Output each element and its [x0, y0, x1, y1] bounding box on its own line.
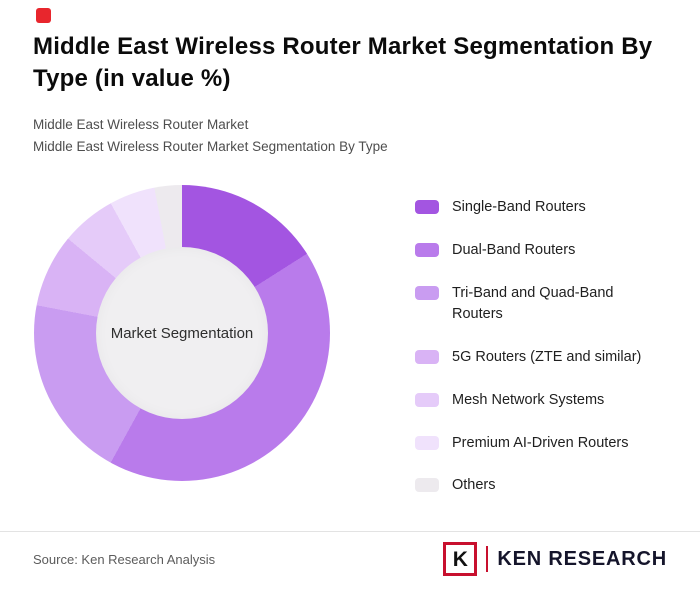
legend-label: Tri-Band and Quad-Band Routers — [452, 284, 614, 323]
logo-divider — [486, 546, 489, 572]
footer: Source: Ken Research Analysis K KEN RESE… — [33, 537, 667, 581]
legend-item: Tri-Band and Quad-Band Routers — [415, 283, 671, 327]
legend-item: Dual-Band Routers — [415, 240, 671, 262]
legend-swatch — [415, 478, 439, 493]
ken-research-logo: K KEN RESEARCH — [443, 542, 667, 576]
page-title: Middle East Wireless Router Market Segme… — [33, 33, 653, 92]
legend-swatch — [415, 285, 439, 300]
legend-swatch — [415, 242, 439, 257]
ken-research-logo-mark-icon: K — [443, 542, 478, 576]
legend-label: 5G Routers (ZTE and similar) — [452, 349, 642, 365]
legend-swatch — [415, 200, 439, 214]
legend-item: Mesh Network Systems — [415, 390, 671, 412]
legend-item: Premium AI-Driven Routers — [415, 433, 671, 455]
logo-k-letter: K — [452, 547, 468, 571]
legend-label: Premium AI-Driven Routers — [452, 434, 629, 451]
legend-swatch — [415, 350, 439, 364]
legend-item: Others — [415, 475, 671, 497]
brand-mark-icon — [36, 8, 51, 23]
legend-label: Others — [452, 477, 496, 494]
source-note: Source: Ken Research Analysis — [33, 551, 216, 567]
chart-legend: Single-Band Routers Dual-Band Routers Tr… — [415, 197, 671, 497]
legend-swatch — [415, 392, 439, 407]
legend-item: 5G Routers (ZTE and similar) — [415, 347, 671, 369]
subtitle-line-2: Middle East Wireless Router Market Segme… — [33, 138, 388, 154]
donut-chart: Market Segmentation — [34, 185, 330, 481]
legend-label: Dual-Band Routers — [452, 241, 576, 258]
legend-label: Mesh Network Systems — [452, 391, 605, 408]
subtitle-line-1: Middle East Wireless Router Market — [33, 117, 249, 132]
legend-swatch — [415, 435, 439, 450]
legend-item: Single-Band Routers — [415, 197, 671, 219]
legend-label: Single-Band Routers — [452, 199, 586, 215]
footer-divider — [0, 531, 700, 532]
donut-center-label: Market Segmentation — [110, 324, 254, 342]
subtitle-block: Middle East Wireless Router Market Middl… — [33, 114, 670, 158]
logo-wordmark: KEN RESEARCH — [497, 547, 667, 570]
donut-center: Market Segmentation — [96, 247, 268, 419]
